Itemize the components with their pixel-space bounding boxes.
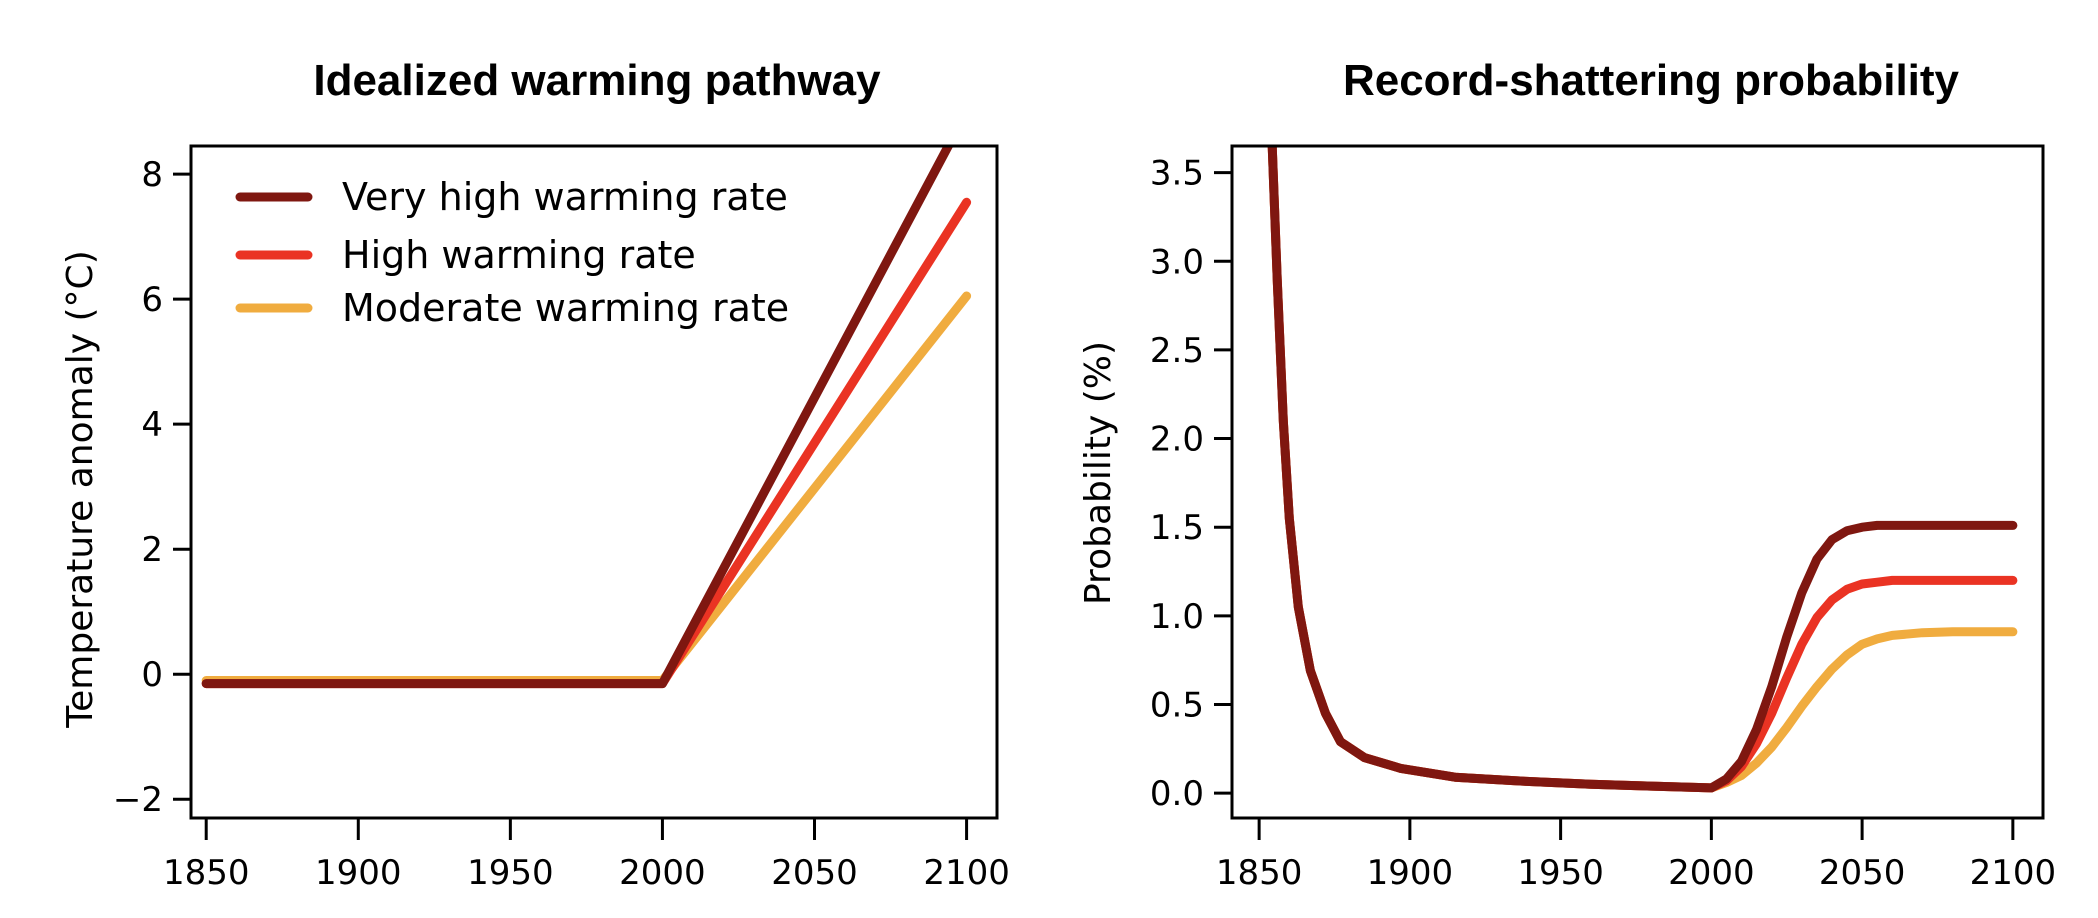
x-tick-label: 2050 bbox=[1819, 853, 1906, 893]
y-tick-label: 1.0 bbox=[1150, 597, 1204, 637]
y-axis: 0.0 0.5 1.0 1.5 2.0 2.5 3.0 3.5 bbox=[1150, 154, 1232, 814]
y-tick-label: 4 bbox=[141, 405, 163, 445]
y-tick-label: 8 bbox=[141, 155, 163, 195]
y-tick-label: 3.5 bbox=[1150, 154, 1204, 194]
series-layer bbox=[1267, 146, 2018, 793]
x-tick-label: 2100 bbox=[923, 853, 1010, 893]
y-tick-label: 2 bbox=[141, 530, 163, 570]
panel-record-probability: Record-shattering probability 0.0 0.5 1.0 1… bbox=[1078, 56, 2056, 893]
y-axis: −2 0 2 4 6 8 bbox=[113, 155, 191, 820]
legend-item: Moderate warming rate bbox=[235, 286, 789, 330]
x-tick-label: 2050 bbox=[771, 853, 858, 893]
series-layer bbox=[201, 146, 972, 689]
chart-title: Record-shattering probability bbox=[1343, 56, 1960, 105]
y-tick-label: 2.5 bbox=[1150, 331, 1204, 371]
y-axis-label: Temperature anomaly (°C) bbox=[60, 250, 101, 729]
y-tick-label: 3.0 bbox=[1150, 242, 1204, 282]
legend-label-high: High warming rate bbox=[342, 233, 696, 277]
y-axis-label: Probability (%) bbox=[1078, 341, 1119, 605]
x-axis: 1850 1900 1950 2000 2050 2100 bbox=[1216, 818, 2056, 893]
series-line-very-high-warming-rate bbox=[1267, 146, 2018, 793]
legend-label-very-high: Very high warming rate bbox=[342, 175, 788, 219]
plot-frame bbox=[1230, 144, 2045, 820]
x-tick-label: 1850 bbox=[163, 853, 250, 893]
y-tick-label: 2.0 bbox=[1150, 420, 1204, 460]
legend: Very high warming rate High warming rate… bbox=[235, 175, 789, 330]
x-axis: 1850 1900 1950 2000 2050 2100 bbox=[163, 818, 1010, 893]
y-tick-label: 0.0 bbox=[1150, 774, 1204, 814]
x-tick-label: 2000 bbox=[619, 853, 706, 893]
x-tick-label: 1900 bbox=[315, 853, 402, 893]
x-tick-label: 1950 bbox=[467, 853, 554, 893]
legend-label-moderate: Moderate warming rate bbox=[342, 286, 789, 330]
series-line-moderate-warming-rate bbox=[1267, 146, 2018, 793]
y-tick-label: 6 bbox=[141, 280, 163, 320]
series-line-high-warming-rate bbox=[1267, 146, 2018, 793]
y-tick-label: 0.5 bbox=[1150, 686, 1204, 726]
series-line-moderate-warming-rate bbox=[201, 291, 972, 685]
x-tick-label: 1950 bbox=[1517, 853, 1604, 893]
x-tick-label: 1900 bbox=[1367, 853, 1454, 893]
x-tick-label: 1850 bbox=[1216, 853, 1303, 893]
x-tick-label: 2000 bbox=[1668, 853, 1755, 893]
legend-item: Very high warming rate bbox=[235, 175, 788, 219]
x-tick-label: 2100 bbox=[1970, 853, 2057, 893]
chart-title: Idealized warming pathway bbox=[313, 56, 881, 105]
y-tick-label: 1.5 bbox=[1150, 508, 1204, 548]
legend-item: High warming rate bbox=[235, 233, 696, 277]
series-line-very-high-warming-rate bbox=[201, 146, 954, 689]
y-tick-label: −2 bbox=[113, 780, 163, 820]
plot-frame bbox=[189, 144, 999, 820]
panel-warming-pathway: Idealized warming pathway −2 0 2 4 6 8 1850 19… bbox=[60, 56, 1010, 893]
y-tick-label: 0 bbox=[141, 655, 163, 695]
